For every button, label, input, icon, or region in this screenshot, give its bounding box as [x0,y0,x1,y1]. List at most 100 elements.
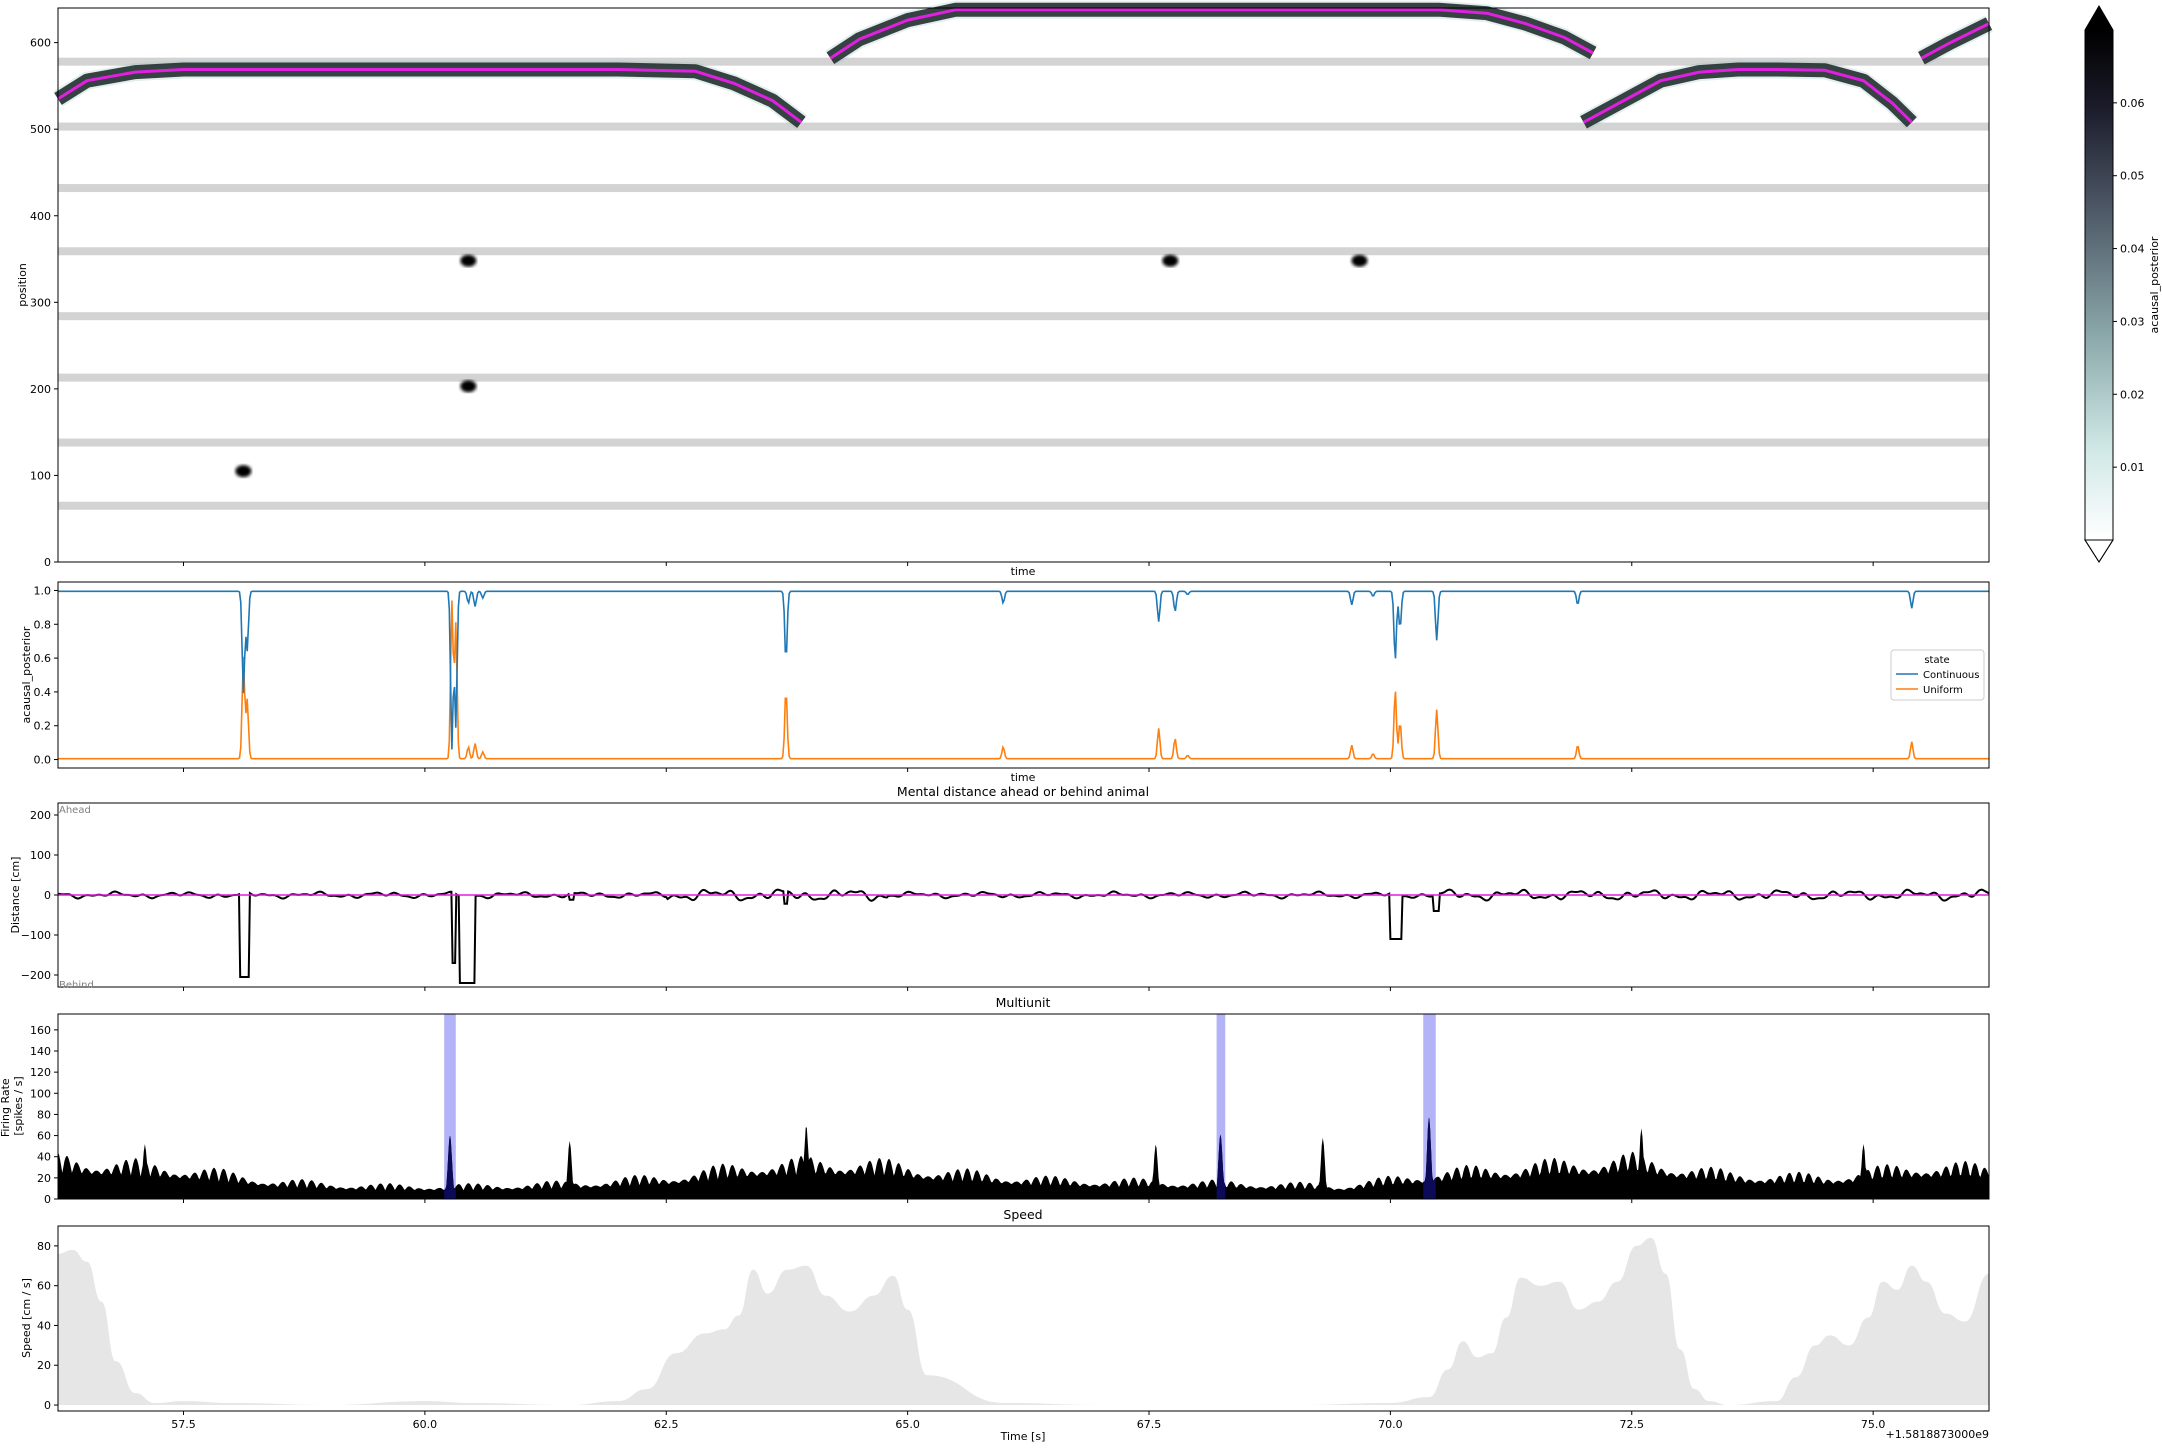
multiunit-tick-label-3: 60 [37,1130,51,1143]
state-tick-label-2: 0.4 [34,686,52,699]
distance-x-ticks [183,987,1874,991]
continuous-line [58,590,1989,750]
posterior-panel: 0 100 200 300 400 500 600 time position [16,0,1993,578]
multiunit-tick-label-8: 160 [30,1024,51,1037]
multiunit-area [58,1117,1989,1199]
ahead-label: Ahead [59,805,91,816]
speed-xtick-label-1: 60.0 [413,1418,438,1431]
posterior-x-ticks [183,562,1874,566]
colorbar-tick-label-2: 0.03 [2120,315,2145,328]
speed-xtick-label-2: 62.5 [654,1418,679,1431]
ripple-multiunit-0 [444,1135,456,1199]
behind-label: Behind [59,980,94,991]
posterior-blobs [235,254,1368,478]
speed-tick-label-2: 40 [37,1319,51,1332]
posterior-blob-0 [235,465,252,478]
speed-xtick-label-5: 70.0 [1378,1418,1403,1431]
posterior-tick-label-6: 600 [30,37,51,50]
posterior-blob-1 [460,254,477,267]
posterior-tick-label-1: 100 [30,469,51,482]
ripple-multiunit-1 [1216,1134,1226,1199]
offset-label: +1.5818873000e9 [1886,1428,1989,1441]
distance-tick-label-0: −200 [21,969,51,982]
posterior-plot-area [58,8,1989,562]
track-gap-6 [58,122,1989,131]
posterior-frame [57,7,1990,563]
state-x-ticks [183,768,1874,772]
distance-line [57,888,1990,984]
speed-plot-area [58,1226,1989,1411]
state-xlabel: time [1011,771,1036,784]
colorbar-extend-bottom [2084,539,2114,563]
distance-tick-label-4: 200 [30,809,51,822]
multiunit-y-ticks: 0 20 40 60 80 100 120 140 160 [30,1024,58,1206]
uniform-line [58,600,1989,760]
multiunit-tick-label-4: 80 [37,1108,51,1121]
multiunit-tick-label-1: 20 [37,1172,51,1185]
colorbar-tick-label-1: 0.02 [2120,388,2145,401]
state-legend: state Continuous Uniform [1890,649,1985,701]
speed-xlabel: Time [s] [1000,1430,1046,1443]
colorbar: 0.01 0.02 0.03 0.04 0.05 0.06 acausal_posteri… [2084,5,2161,563]
state-y-ticks: 0.0 0.2 0.4 0.6 0.8 1.0 [34,584,58,767]
multiunit-tick-label-7: 140 [30,1045,51,1058]
multiunit-x-ticks [183,1199,1874,1203]
legend-box [1890,649,1985,701]
actual-position-1 [829,8,1594,60]
actual-position-3 [1920,22,1990,60]
track-gap-3 [58,312,1989,321]
track-gap-7 [58,57,1989,66]
legend-label-uniform: Uniform [1923,685,1963,696]
posterior-tick-label-3: 300 [30,296,51,309]
distance-panel: Mental distance ahead or behind animal A… [9,784,1990,991]
colorbar-tick-label-5: 0.06 [2120,97,2145,110]
legend-label-continuous: Continuous [1923,670,1979,681]
posterior-blob-2 [460,380,477,393]
state-ylabel: acausal_posterior [20,626,33,723]
multiunit-panel: Multiunit 0 20 40 60 80 100 120 140 160 Firing R… [0,995,1990,1206]
distance-title: Mental distance ahead or behind animal [897,784,1149,799]
speed-ylabel: Speed [cm / s] [20,1278,33,1358]
distance-tick-label-3: 100 [30,849,51,862]
actual-position-0 [57,68,803,124]
legend-title: state [1924,655,1949,666]
actual-position-lines [53,0,1993,131]
posterior-y-ticks: 0 100 200 300 400 500 600 [30,37,58,569]
speed-xtick-label-6: 72.5 [1620,1418,1645,1431]
posterior-tick-label-0: 0 [44,556,51,569]
speed-tick-label-3: 60 [37,1280,51,1293]
multiunit-tick-label-5: 100 [30,1087,51,1100]
state-tick-label-5: 1.0 [34,584,52,597]
posterior-xlabel: time [1011,565,1036,578]
colorbar-label: acausal_posterior [2148,236,2161,333]
state-panel: 0.0 0.2 0.4 0.6 0.8 1.0 time acausal_posterio… [20,581,1990,784]
track-gap-5 [58,184,1989,193]
track-gap-2 [58,373,1989,382]
actual-position-2 [1582,68,1913,124]
state-tick-label-1: 0.2 [34,720,52,733]
track-gaps [58,57,1989,510]
speed-tick-label-0: 0 [44,1399,51,1412]
multiunit-frame [57,1013,1990,1200]
speed-xtick-label-7: 75.0 [1861,1418,1886,1431]
state-frame [57,581,1990,769]
posterior-blob-3 [1162,254,1179,267]
speed-y-ticks: 0 20 40 60 80 [37,1240,58,1412]
speed-title: Speed [1003,1207,1042,1222]
multiunit-ylabel-line2: [spikes / s] [12,1076,25,1135]
state-tick-label-4: 0.8 [34,618,52,631]
posterior-tick-label-4: 400 [30,210,51,223]
ripple-band-1 [1216,1014,1226,1199]
colorbar-tick-label-0: 0.01 [2120,461,2145,474]
track-gap-4 [58,247,1989,256]
track-gap-1 [58,438,1989,447]
speed-xtick-label-4: 67.5 [1137,1418,1162,1431]
colorbar-extend-top [2085,6,2113,30]
speed-xtick-label-3: 65.0 [895,1418,920,1431]
colorbar-tick-label-3: 0.04 [2120,243,2145,256]
colorbar-tick-label-4: 0.05 [2120,170,2145,183]
multiunit-ripple-area [444,1117,1436,1199]
distance-y-ticks: −200 −100 0 100 200 [21,809,58,982]
distance-tick-label-2: 0 [44,889,51,902]
